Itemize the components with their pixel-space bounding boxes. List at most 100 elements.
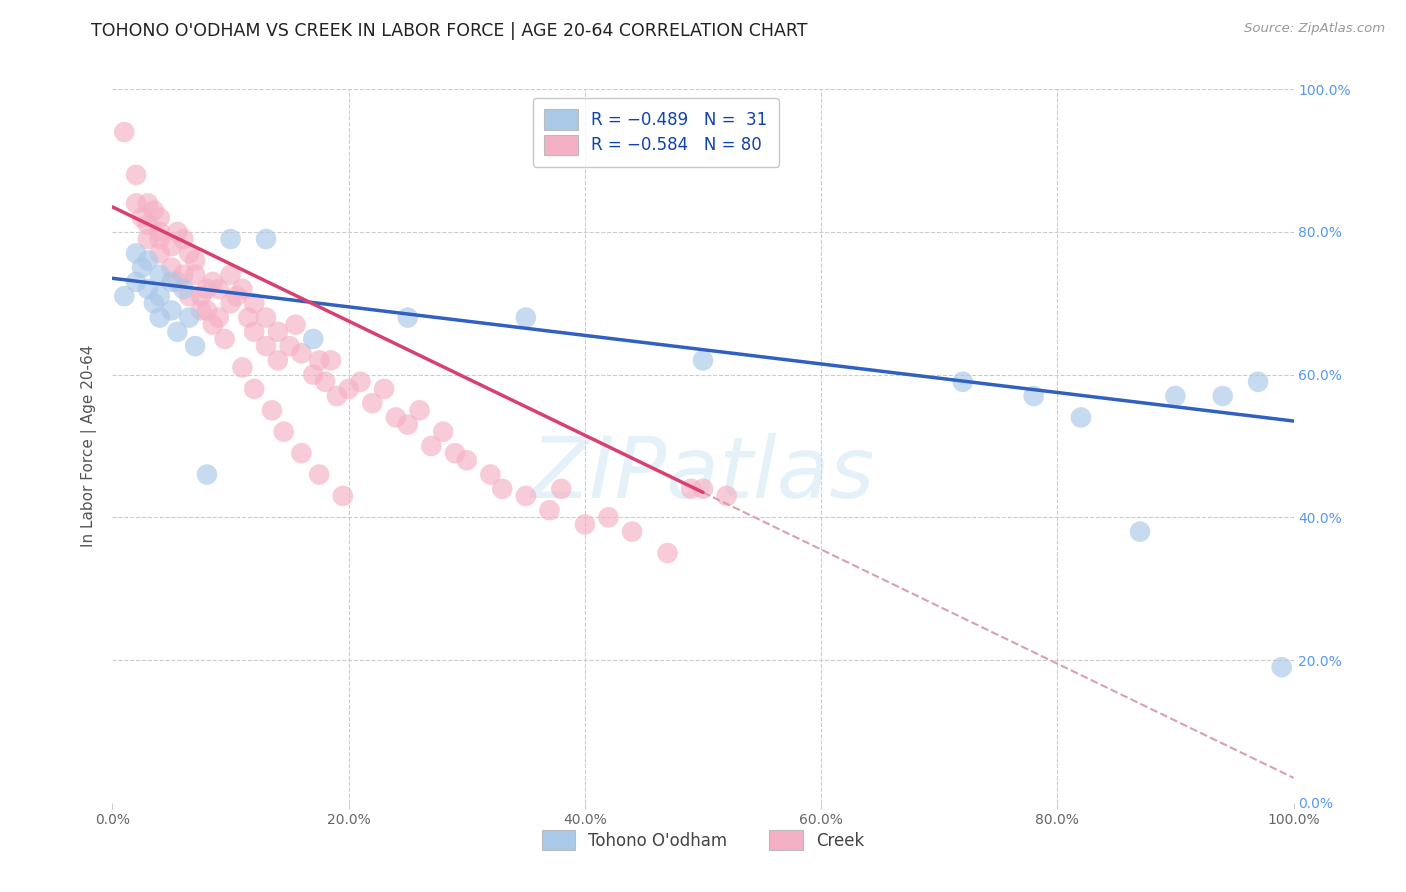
Point — [201, 318, 224, 332]
Point — [273, 425, 295, 439]
Point — [681, 482, 703, 496]
Point — [716, 489, 738, 503]
Point — [125, 246, 148, 260]
Point — [267, 325, 290, 339]
Point — [195, 467, 218, 482]
Point — [302, 368, 325, 382]
Point — [219, 232, 242, 246]
Point — [125, 275, 148, 289]
Point — [231, 282, 253, 296]
Text: TOHONO O'ODHAM VS CREEK IN LABOR FORCE | AGE 20-64 CORRELATION CHART: TOHONO O'ODHAM VS CREEK IN LABOR FORCE |… — [91, 22, 808, 40]
Point — [179, 289, 201, 303]
Point — [201, 275, 224, 289]
Point — [260, 403, 283, 417]
Point — [621, 524, 644, 539]
Point — [190, 289, 212, 303]
Y-axis label: In Labor Force | Age 20-64: In Labor Force | Age 20-64 — [80, 345, 97, 547]
Point — [125, 168, 148, 182]
Point — [574, 517, 596, 532]
Point — [1129, 524, 1152, 539]
Point — [444, 446, 467, 460]
Point — [136, 282, 159, 296]
Point — [692, 353, 714, 368]
Legend: Tohono O'odham, Creek: Tohono O'odham, Creek — [533, 822, 873, 859]
Point — [136, 253, 159, 268]
Point — [166, 325, 188, 339]
Point — [243, 296, 266, 310]
Point — [160, 239, 183, 253]
Point — [308, 467, 330, 482]
Point — [172, 268, 194, 282]
Point — [692, 482, 714, 496]
Point — [179, 246, 201, 260]
Point — [254, 310, 277, 325]
Point — [952, 375, 974, 389]
Point — [184, 339, 207, 353]
Point — [238, 310, 260, 325]
Point — [396, 417, 419, 432]
Point — [149, 268, 172, 282]
Point — [302, 332, 325, 346]
Point — [491, 482, 513, 496]
Point — [1022, 389, 1045, 403]
Point — [332, 489, 354, 503]
Point — [160, 275, 183, 289]
Point — [219, 268, 242, 282]
Point — [112, 289, 135, 303]
Point — [184, 268, 207, 282]
Point — [515, 310, 537, 325]
Point — [112, 125, 135, 139]
Point — [1164, 389, 1187, 403]
Point — [225, 289, 247, 303]
Point — [308, 353, 330, 368]
Point — [657, 546, 679, 560]
Point — [337, 382, 360, 396]
Point — [179, 310, 201, 325]
Point — [515, 489, 537, 503]
Point — [243, 382, 266, 396]
Point — [195, 282, 218, 296]
Point — [160, 260, 183, 275]
Point — [142, 296, 165, 310]
Point — [190, 303, 212, 318]
Point — [479, 467, 502, 482]
Point — [361, 396, 384, 410]
Point — [160, 303, 183, 318]
Text: Source: ZipAtlas.com: Source: ZipAtlas.com — [1244, 22, 1385, 36]
Point — [243, 325, 266, 339]
Point — [432, 425, 454, 439]
Point — [219, 296, 242, 310]
Point — [290, 346, 312, 360]
Point — [195, 303, 218, 318]
Point — [231, 360, 253, 375]
Point — [1070, 410, 1092, 425]
Point — [385, 410, 408, 425]
Point — [314, 375, 336, 389]
Point — [420, 439, 443, 453]
Point — [267, 353, 290, 368]
Point — [254, 339, 277, 353]
Point — [136, 232, 159, 246]
Point — [166, 275, 188, 289]
Point — [326, 389, 349, 403]
Point — [131, 260, 153, 275]
Point — [319, 353, 342, 368]
Point — [136, 196, 159, 211]
Point — [1271, 660, 1294, 674]
Point — [254, 232, 277, 246]
Point — [1212, 389, 1234, 403]
Point — [125, 196, 148, 211]
Point — [456, 453, 478, 467]
Point — [284, 318, 307, 332]
Point — [1247, 375, 1270, 389]
Point — [172, 232, 194, 246]
Point — [142, 203, 165, 218]
Point — [149, 225, 172, 239]
Point — [208, 282, 231, 296]
Point — [149, 232, 172, 246]
Point — [208, 310, 231, 325]
Point — [136, 218, 159, 232]
Point — [149, 310, 172, 325]
Point — [550, 482, 572, 496]
Text: ZIPatlas: ZIPatlas — [531, 433, 875, 516]
